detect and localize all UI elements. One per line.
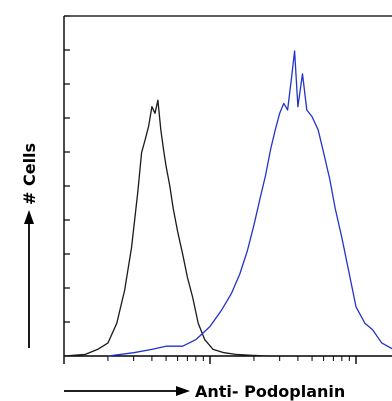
histogram-series xyxy=(63,50,392,357)
y-axis-ticks xyxy=(64,15,70,357)
plot-frame xyxy=(63,15,392,357)
histogram-series-line-2 xyxy=(107,50,392,357)
y-axis-label: # Cells xyxy=(20,143,39,348)
x-axis-arrow-head xyxy=(176,386,190,396)
x-axis-label: Anti- Podoplanin xyxy=(64,382,345,401)
y-axis-arrow-head xyxy=(24,210,34,224)
x-axis-ticks xyxy=(63,356,357,364)
histogram-series-line-1 xyxy=(63,99,269,357)
x-axis-label-text: Anti- Podoplanin xyxy=(195,382,345,401)
y-axis-label-text: # Cells xyxy=(20,143,39,205)
